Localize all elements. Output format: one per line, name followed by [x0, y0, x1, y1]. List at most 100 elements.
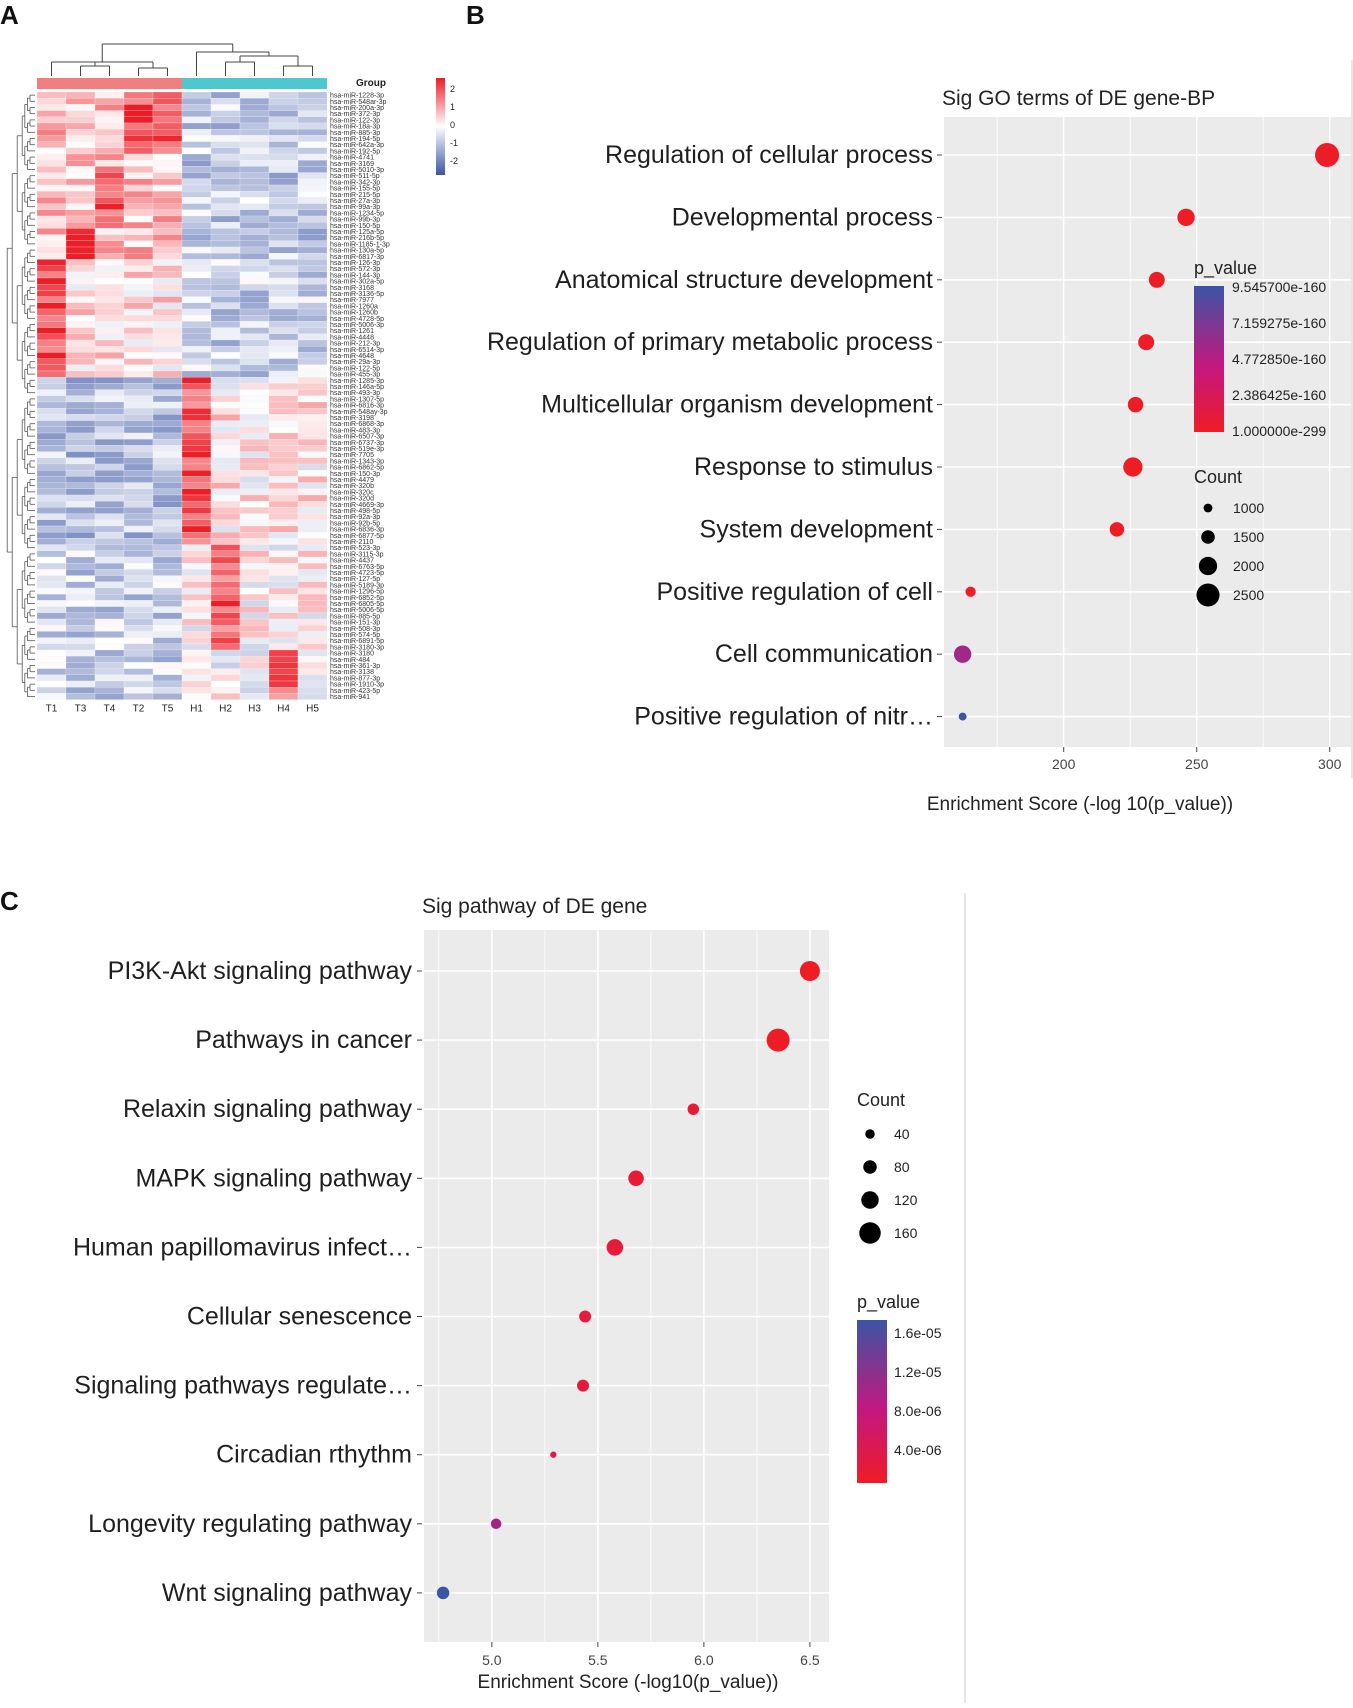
heatmap-cell — [36, 439, 67, 446]
heatmap-cell — [123, 253, 154, 260]
heatmap-cell — [36, 302, 67, 310]
heatmap-cell — [210, 563, 241, 570]
heatmap-cell — [210, 680, 241, 688]
heatmap-cell — [152, 550, 183, 558]
heatmap-cell — [268, 501, 299, 508]
heatmap-cell — [65, 408, 96, 415]
pathway-category-label: Pathways in cancer — [195, 1026, 412, 1054]
heatmap-cell — [123, 581, 154, 589]
heatmap-cell — [210, 420, 241, 427]
heatmap-cell — [239, 482, 270, 489]
heatmap-cell — [152, 265, 183, 272]
heatmap-cell — [268, 631, 299, 638]
heatmap-cell — [65, 240, 96, 248]
heatmap-cell — [268, 674, 299, 682]
heatmap-cell — [297, 277, 328, 285]
heatmap-cell — [268, 129, 299, 136]
heatmap-cell — [152, 296, 183, 303]
heatmap-row-label: hsa-miR-574-5p — [330, 632, 380, 639]
go-count-legend-dot — [1203, 503, 1213, 513]
panel-label-c: C — [0, 886, 19, 916]
heatmap-cell — [36, 525, 67, 533]
heatmap-cell — [181, 587, 212, 595]
heatmap-cell — [123, 203, 154, 210]
heatmap-cell — [152, 209, 183, 217]
heatmap-cell — [65, 482, 96, 489]
heatmap-row-label: hsa-miR-6891-5p — [330, 638, 384, 645]
heatmap-row-label: hsa-miR-6868-3p — [330, 421, 384, 428]
heatmap-cell — [268, 116, 299, 124]
pathway-pvalue-legend-label: 1.6e-05 — [894, 1325, 942, 1341]
heatmap-cell — [123, 556, 154, 564]
heatmap-cell — [210, 271, 241, 279]
heatmap-cell — [181, 370, 212, 378]
heatmap-cell — [36, 91, 67, 99]
heatmap-cell — [268, 513, 299, 520]
heatmap-cell — [65, 625, 96, 632]
go-category-label: Anatomical structure development — [555, 266, 933, 294]
heatmap-cell — [65, 463, 96, 471]
heatmap-cell — [181, 693, 212, 700]
heatmap-cell — [181, 129, 212, 136]
heatmap-cell — [210, 302, 241, 310]
heatmap-cell — [239, 643, 270, 651]
heatmap-cell — [152, 606, 183, 613]
heatmap-cell — [65, 284, 96, 291]
heatmap-cell — [152, 135, 183, 142]
heatmap-cell — [94, 135, 125, 142]
heatmap-row-label: hsa-miR-2110 — [330, 539, 374, 546]
heatmap-row-label: hsa-miR-99a-3p — [330, 204, 380, 211]
heatmap-cell — [268, 494, 299, 502]
heatmap-row-label: hsa-miR-3180-3p — [330, 644, 384, 651]
heatmap-cell — [94, 395, 125, 403]
heatmap-row-label: hsa-miR-523-3p — [330, 545, 380, 552]
heatmap-cell — [152, 153, 183, 161]
heatmap-row-label: hsa-miR-885-5p — [330, 613, 380, 620]
heatmap-cell — [297, 488, 328, 496]
go-count-legend-label: 1500 — [1233, 529, 1264, 545]
heatmap-cell — [152, 91, 183, 99]
heatmap-cell — [297, 377, 328, 384]
heatmap-cell — [152, 160, 183, 167]
heatmap-sample-label: T5 — [162, 704, 174, 715]
heatmap-cell — [94, 197, 125, 204]
heatmap-row-label: hsa-miR-3138 — [330, 669, 374, 676]
heatmap-cell — [36, 172, 67, 179]
heatmap-cell — [94, 439, 125, 446]
heatmap-cell — [152, 191, 183, 198]
heatmap-cell — [123, 383, 154, 390]
heatmap-cell — [181, 507, 212, 514]
heatmap-cell — [36, 352, 67, 359]
heatmap-cell — [36, 600, 67, 607]
heatmap-cell — [123, 680, 154, 688]
group-bar-cell — [211, 78, 240, 89]
heatmap-cell — [239, 346, 270, 353]
heatmap-cell — [210, 122, 241, 130]
heatmap-cell — [94, 680, 125, 688]
heatmap-cell — [36, 178, 67, 186]
heatmap-cell — [94, 352, 125, 359]
pathway-x-ticks: 5.0 5.5 6.0 6.5 — [482, 1642, 820, 1668]
heatmap-cell — [210, 116, 241, 124]
pathway-chart-title: Sig pathway of DE gene — [422, 895, 647, 918]
heatmap-cell — [181, 625, 212, 632]
heatmap-cell — [297, 370, 328, 378]
heatmap-cell — [36, 575, 67, 582]
heatmap-cell — [65, 203, 96, 210]
heatmap-row-label: hsa-miR-144-3p — [330, 272, 380, 279]
heatmap-row-label: hsa-miR-6836-3p — [330, 527, 384, 534]
heatmap-cell — [152, 240, 183, 248]
heatmap-cell — [181, 364, 212, 372]
heatmap-cell — [239, 544, 270, 551]
heatmap-cell — [152, 587, 183, 595]
heatmap-cell — [239, 451, 270, 458]
heatmap-cell — [36, 271, 67, 279]
heatmap-cell — [152, 656, 183, 663]
heatmap-cell — [210, 296, 241, 303]
heatmap-cell — [94, 383, 125, 390]
heatmap-cell — [239, 408, 270, 415]
heatmap-row-labels: hsa-miR-1228-3phsa-miR-548ar-3phsa-miR-2… — [330, 93, 390, 701]
go-point — [953, 645, 972, 663]
heatmap-cell — [268, 346, 299, 353]
heatmap-cell — [210, 625, 241, 632]
